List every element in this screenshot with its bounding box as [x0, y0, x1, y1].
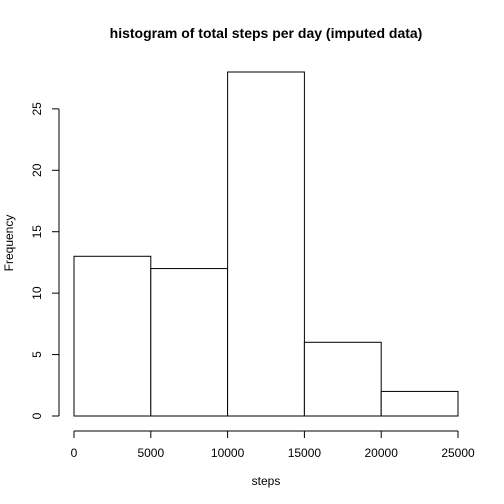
y-axis-label: Frequency [2, 215, 16, 272]
y-tick-label: 25 [30, 102, 44, 116]
y-tick-label: 5 [30, 351, 44, 358]
chart-title: histogram of total steps per day (impute… [110, 25, 423, 41]
x-tick-label: 15000 [288, 446, 322, 460]
x-tick-label: 5000 [137, 446, 164, 460]
x-axis: 0 5000 10000 15000 20000 25000 [71, 430, 475, 460]
histogram-bar-4 [380, 390, 459, 417]
x-tick-label: 25000 [441, 446, 475, 460]
y-axis: 0 5 10 15 20 25 [30, 102, 60, 419]
histogram-bar-0 [73, 255, 152, 417]
y-tick-label: 10 [30, 286, 44, 300]
x-axis-label: steps [252, 474, 281, 488]
x-tick-label: 10000 [211, 446, 245, 460]
bars-group [73, 71, 459, 417]
histogram-bar-3 [303, 341, 382, 417]
y-tick-label: 15 [30, 225, 44, 239]
histogram-bar-2 [227, 71, 305, 417]
y-tick-label: 20 [30, 163, 44, 177]
histogram-bar-1 [150, 268, 229, 417]
x-tick-label: 0 [71, 446, 78, 460]
x-tick-label: 20000 [365, 446, 399, 460]
y-tick-label: 0 [30, 412, 44, 419]
